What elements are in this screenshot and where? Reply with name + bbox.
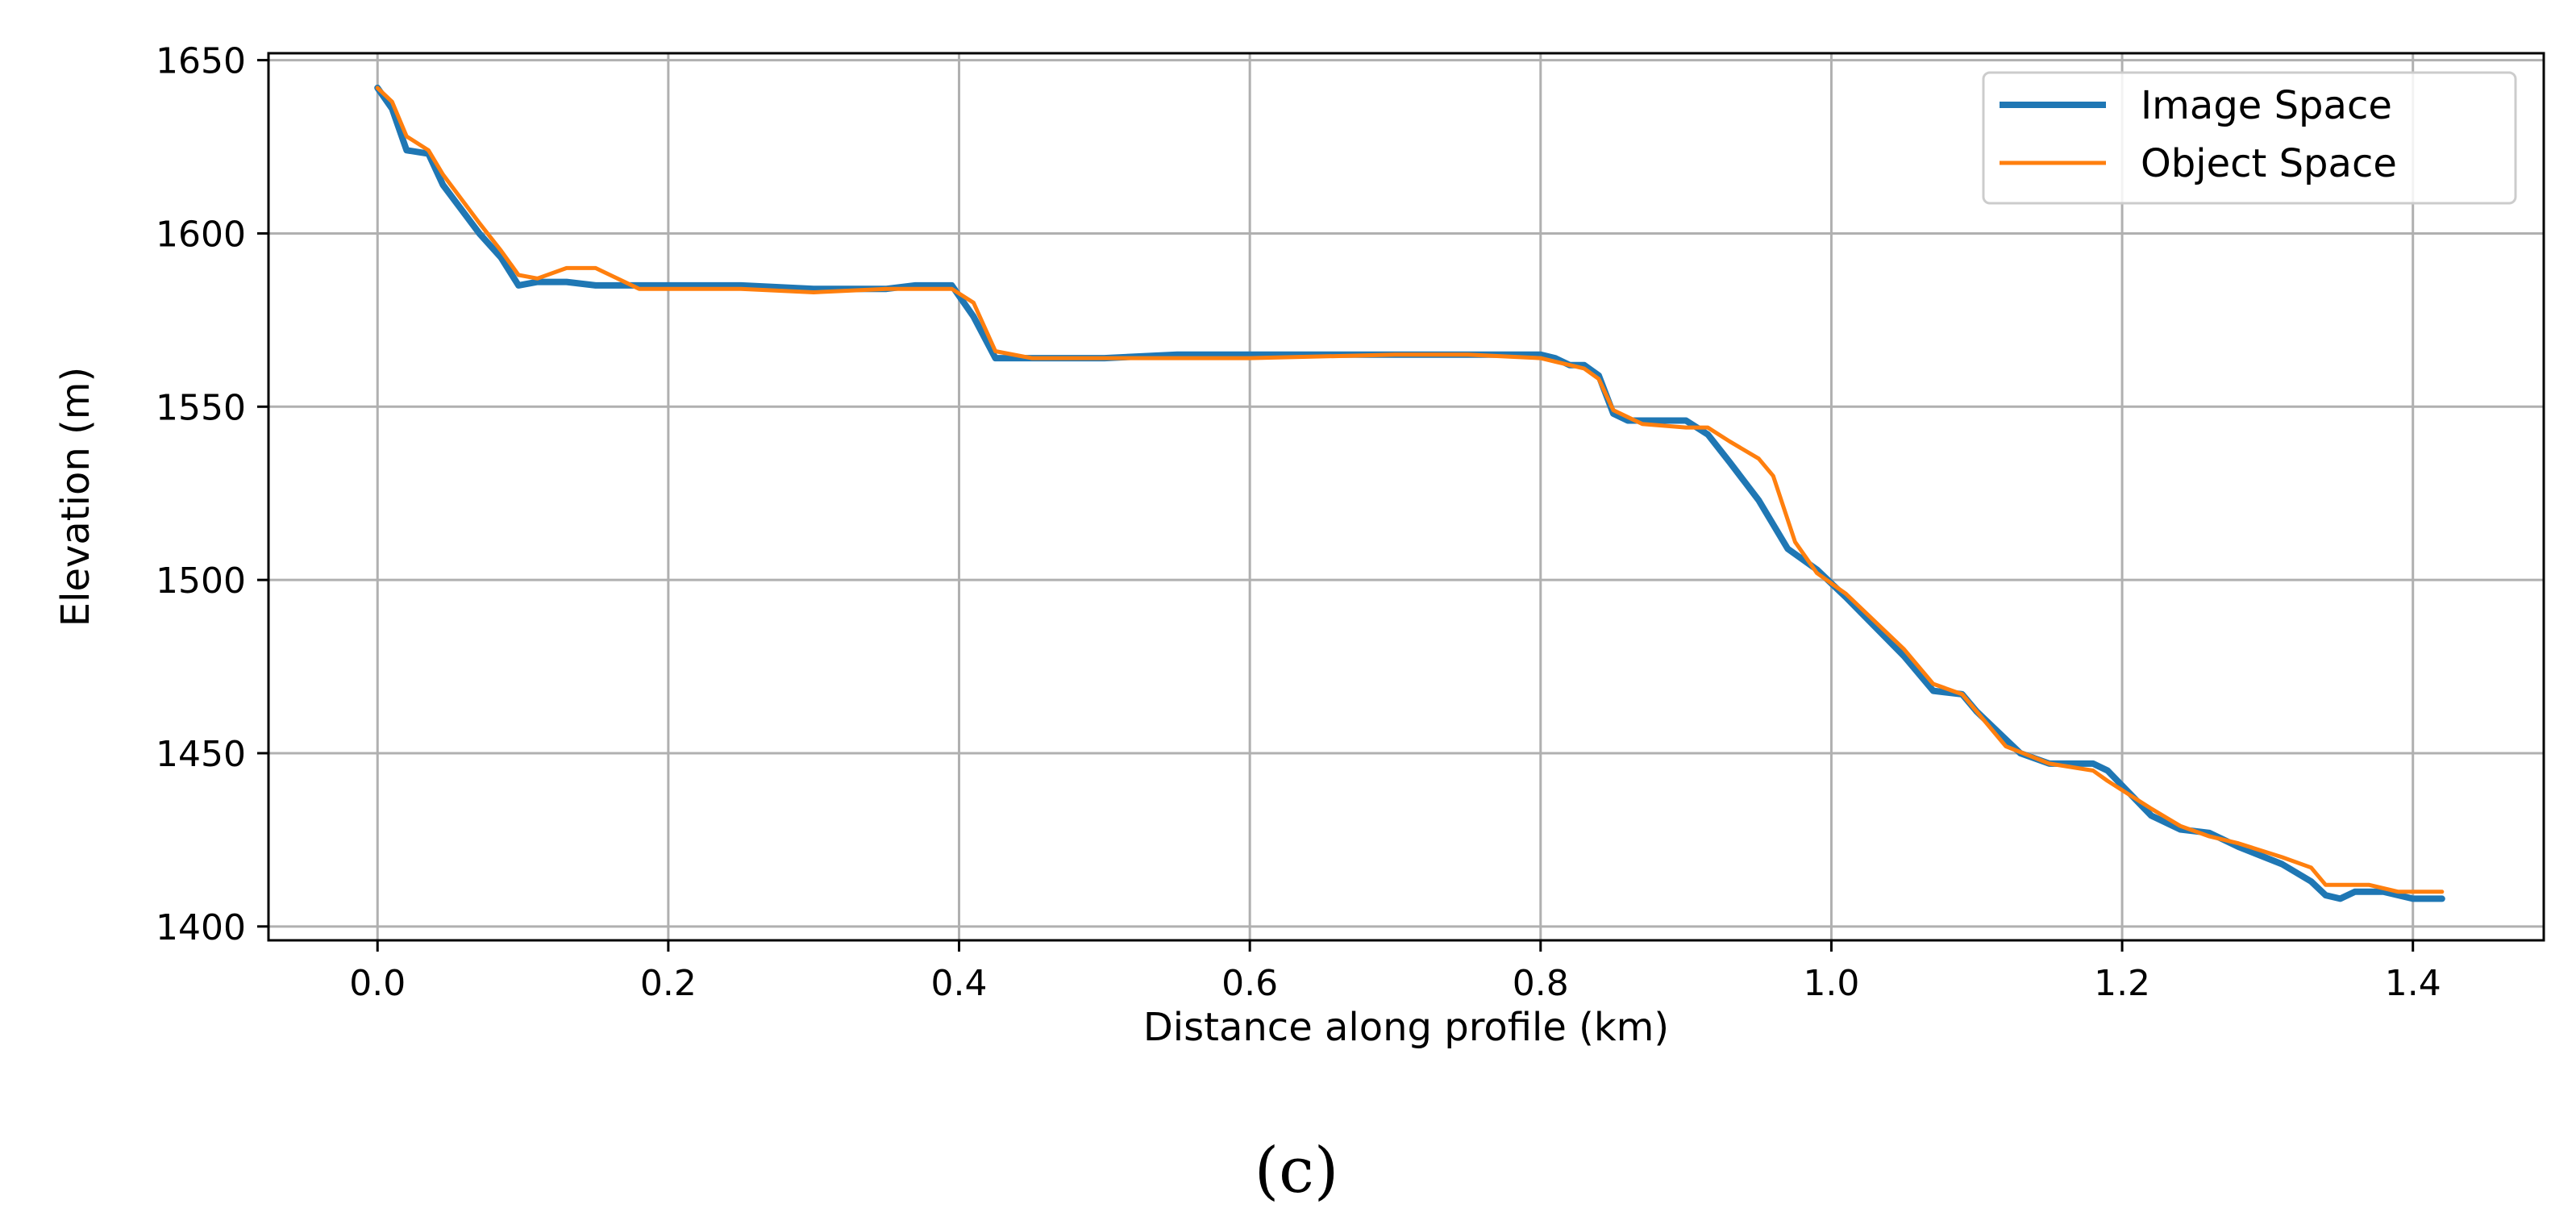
y-tick-label: 1400 (156, 907, 246, 948)
x-tick-label: 1.0 (1803, 963, 1859, 1004)
series-line-object-space (375, 85, 2445, 894)
legend: Image Space Object Space (1982, 71, 2517, 205)
series-lines (374, 85, 2445, 902)
x-tick-label: 0.6 (1221, 963, 1278, 1004)
x-axis-label: Distance along profile (km) (1143, 1005, 1669, 1050)
x-tick-label: 0.4 (931, 963, 988, 1004)
y-axis-label: Elevation (m) (53, 367, 98, 627)
x-tick-label: 0.2 (640, 963, 697, 1004)
plot-frame (267, 52, 2545, 942)
x-tick-label: 1.2 (2094, 963, 2150, 1004)
y-tick-label: 1500 (156, 560, 246, 602)
y-tick-label: 1600 (156, 214, 246, 255)
x-tick-label: 0.0 (349, 963, 406, 1004)
x-tick-label: 1.4 (2385, 963, 2441, 1004)
legend-box (1982, 71, 2517, 205)
axis-ticks: 0.0 0.2 0.4 0.6 0.8 1.0 1.2 1.4 1400 1450 1500 1550… (156, 41, 2441, 1004)
legend-label-image-space: Image Space (2141, 83, 2392, 128)
y-tick-label: 1450 (156, 734, 246, 775)
legend-label-object-space: Object Space (2141, 141, 2397, 186)
y-tick-label: 1650 (156, 41, 246, 82)
y-tick-label: 1550 (156, 387, 246, 428)
x-tick-label: 0.8 (1513, 963, 1569, 1004)
figure-caption: (c) (1255, 1135, 1339, 1207)
